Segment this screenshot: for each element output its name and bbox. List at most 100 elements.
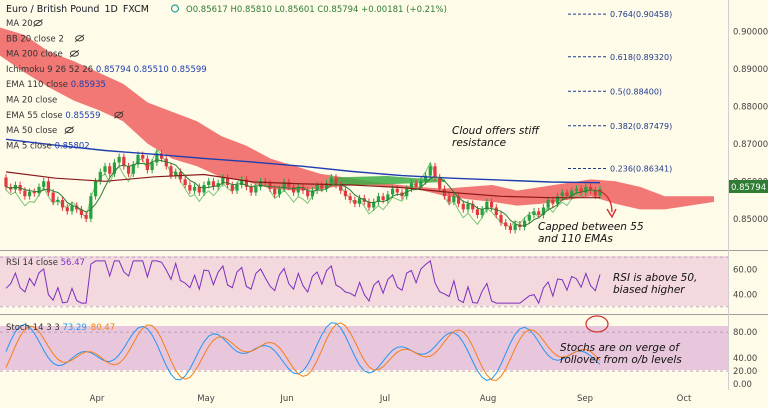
stoch-tick-label: 0.00 xyxy=(733,380,752,390)
candle-body xyxy=(112,162,117,174)
candle-body xyxy=(46,181,51,193)
candle-body xyxy=(475,209,480,215)
candle-body xyxy=(273,188,277,195)
fib-label: 0.5(0.88400) xyxy=(610,87,662,96)
annotation-cloud-line1: Cloud offers stiff xyxy=(452,125,540,137)
hidden-eye-icon xyxy=(33,19,43,27)
candle-body xyxy=(320,185,324,189)
candle-body xyxy=(32,191,36,194)
candle-body xyxy=(122,156,126,167)
candle-body xyxy=(225,177,230,185)
hidden-eye-icon xyxy=(69,50,79,57)
candle-body xyxy=(159,153,164,159)
annotation-capped-line1: Capped between 55 xyxy=(538,221,644,233)
candle-body xyxy=(211,181,216,187)
legend-row: MA 50 close xyxy=(6,126,57,136)
candle-body xyxy=(310,190,315,197)
candle-body xyxy=(348,196,352,200)
candle-body xyxy=(461,203,465,210)
hidden-eye-slash-icon xyxy=(64,126,74,134)
candle-body xyxy=(254,186,258,193)
candle-body xyxy=(456,196,461,204)
candle-body xyxy=(277,188,282,195)
stoch-d-line xyxy=(5,322,601,381)
candle-body xyxy=(442,188,447,197)
candle-body xyxy=(565,192,569,197)
candle-body xyxy=(428,166,432,176)
candle-body xyxy=(89,196,93,219)
candle-body xyxy=(240,179,244,185)
x-tick-label: Jun xyxy=(279,394,293,404)
candle-body xyxy=(324,183,329,189)
candle-body xyxy=(419,181,423,187)
candle-body xyxy=(188,185,192,191)
legend-value: 0.85559 xyxy=(65,111,100,121)
candle-body xyxy=(395,188,399,193)
candle-body xyxy=(98,171,102,182)
rsi-tick-label: 40.00 xyxy=(733,290,757,300)
legend-row: Ichimoku 9 26 52 26 0.85794 0.85510 0.85… xyxy=(6,65,207,75)
candles xyxy=(4,149,602,234)
price-badge xyxy=(729,180,768,193)
legend: MA 20 BB 20 close 2 MA 200 close Ichimoku 9… xyxy=(6,19,207,151)
candle-body xyxy=(235,185,239,191)
stoch-legend: Stoch 14 3 3 73.29 80.47 xyxy=(6,323,115,333)
hidden-eye-slash-icon xyxy=(69,49,80,58)
candle-body xyxy=(65,207,69,212)
status-dot-icon xyxy=(170,4,180,13)
candle-body xyxy=(353,200,357,204)
fib-levels: 0.764(0.90458) 0.618(0.89320) 0.5(0.88400)… xyxy=(568,10,672,173)
candle-body xyxy=(499,215,503,223)
candle-body xyxy=(197,186,201,193)
legend-row: BB 20 close 2 xyxy=(6,34,64,44)
candle-body xyxy=(513,224,517,230)
candle-body xyxy=(508,226,513,230)
down-arrow-icon xyxy=(597,189,613,213)
candle-body xyxy=(296,186,300,193)
candle-body xyxy=(291,186,296,193)
candle-body xyxy=(306,190,310,197)
fib-label: 0.764(0.90458) xyxy=(610,10,672,19)
candle-body xyxy=(221,177,225,184)
rsi-tick-label: 60.00 xyxy=(733,266,757,276)
fib-label: 0.618(0.89320) xyxy=(610,53,672,62)
y-tick-label: 0.90000 xyxy=(733,27,768,37)
rsi-line xyxy=(5,260,601,305)
candle-body xyxy=(376,196,381,202)
moving-averages xyxy=(5,138,601,227)
candle-body xyxy=(258,181,263,187)
fib-label: 0.382(0.87479) xyxy=(610,122,672,131)
annotation-rsi-line1: RSI is above 50, xyxy=(613,272,697,284)
candle-body xyxy=(51,192,55,202)
candle-body xyxy=(504,222,508,227)
candle-body xyxy=(532,211,536,215)
candle-body xyxy=(494,207,498,215)
candle-body xyxy=(117,156,121,163)
y-tick-label: 0.87000 xyxy=(733,140,768,150)
stoch-band xyxy=(0,326,728,370)
stoch-k-value: 73.29 xyxy=(62,323,86,333)
candle-body xyxy=(381,196,385,200)
candle-body xyxy=(70,205,74,212)
candle-body xyxy=(141,155,145,159)
axes: 0.900000.890000.880000.870000.860000.850… xyxy=(90,27,768,404)
candle-body xyxy=(192,186,197,191)
legend-row: EMA 55 close 0.85559 xyxy=(6,111,101,121)
candle-body xyxy=(433,166,437,178)
ma5-line xyxy=(5,159,601,227)
candle-body xyxy=(56,200,60,202)
candle-body xyxy=(560,192,564,197)
annotation-capped-line2: and 110 EMAs xyxy=(538,233,613,245)
stoch-tick-label: 20.00 xyxy=(733,367,757,377)
legend-row: MA 5 close 0.85802 xyxy=(6,141,90,151)
candle-body xyxy=(537,211,541,215)
legend-row: MA 20 close xyxy=(6,96,57,106)
rsi-legend: RSI 14 close 56.47 xyxy=(6,258,85,268)
ichimoku-cloud-bullish-segment xyxy=(330,176,445,186)
candle-body xyxy=(60,200,65,208)
candle-body xyxy=(23,190,27,197)
candle-body xyxy=(315,185,319,191)
candle-body xyxy=(136,155,140,165)
candle-body xyxy=(287,182,291,187)
